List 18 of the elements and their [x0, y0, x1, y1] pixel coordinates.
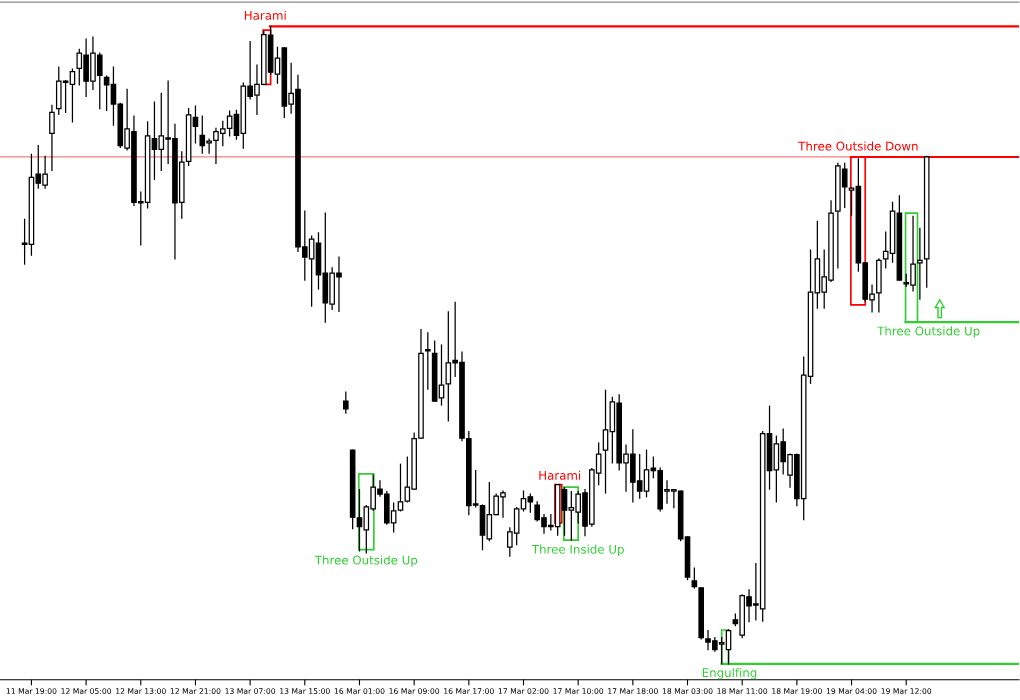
candlestick	[691, 567, 698, 589]
ref-line-label: Three Outside Down	[798, 141, 918, 151]
candlestick	[49, 104, 55, 172]
ref-line-label: Three Outside Up	[877, 326, 980, 338]
candlestick	[69, 68, 76, 123]
candlestick	[848, 187, 855, 216]
annotation: Three Inside Up	[531, 544, 624, 556]
candlestick	[602, 389, 609, 494]
ref-line-label: Harami	[244, 10, 286, 20]
annotation: Three Outside Up	[314, 555, 418, 567]
annotation: Harami	[539, 470, 581, 480]
candlestick	[342, 391, 349, 414]
candlestick	[21, 218, 28, 265]
candlestick	[917, 227, 923, 300]
ref-line-label: Engulfing	[702, 667, 757, 680]
candlestick	[438, 344, 445, 406]
candlestick	[103, 75, 110, 112]
candlestick	[425, 332, 431, 390]
